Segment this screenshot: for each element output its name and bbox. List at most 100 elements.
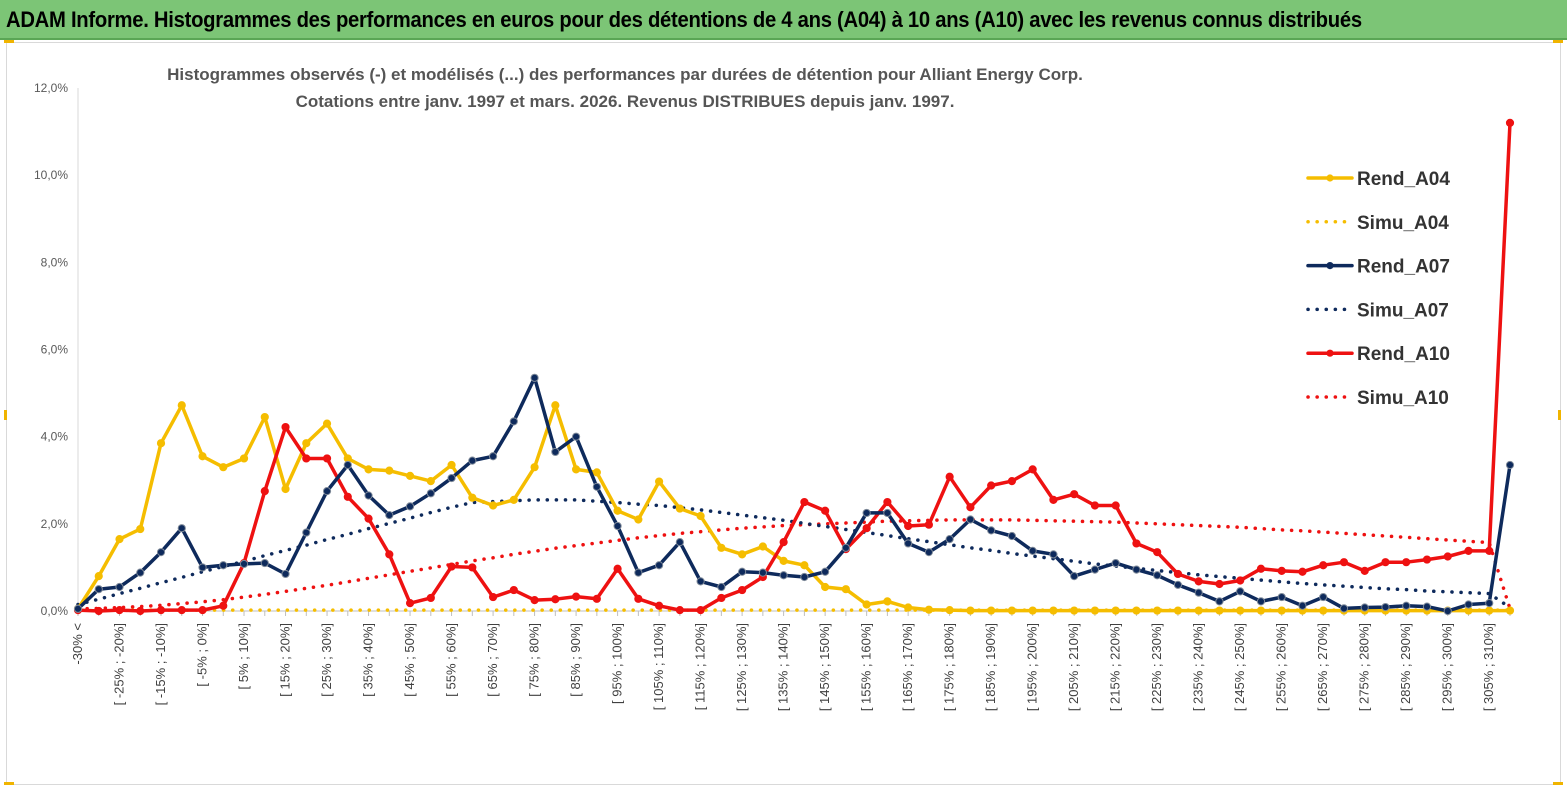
data-point	[1381, 558, 1390, 567]
data-point	[343, 460, 352, 470]
x-tick-label: [ 235% ; 240%]	[1191, 623, 1206, 711]
data-point	[1132, 539, 1141, 548]
data-point	[592, 468, 601, 477]
data-point	[1090, 565, 1100, 574]
x-tick-label: [ 205% ; 210%]	[1066, 623, 1081, 711]
data-point	[841, 585, 850, 594]
legend-item-simu-a10: Simu_A10	[1306, 388, 1449, 409]
data-point	[924, 520, 933, 529]
data-point	[447, 460, 456, 470]
x-tick-label: [ 75% ; 80%]	[527, 623, 542, 697]
data-point	[198, 452, 207, 461]
x-tick-label: [ 35% ; 40%]	[361, 623, 376, 697]
data-point	[655, 477, 664, 486]
title-background	[150, 60, 1100, 120]
x-tick-label: [ 215% ; 220%]	[1108, 623, 1123, 711]
legend-item-rend-a10: Rend_A10	[1306, 344, 1450, 365]
data-point	[1485, 606, 1494, 615]
data-point	[862, 600, 871, 609]
data-point	[530, 373, 539, 382]
data-point	[1049, 606, 1058, 615]
data-point	[281, 484, 290, 494]
series-simu-a07	[76, 498, 1512, 610]
data-point	[1153, 571, 1162, 580]
series-rend-a04	[73, 401, 1515, 615]
data-point	[426, 593, 435, 603]
y-tick-label: 2,0%	[41, 517, 69, 531]
data-point	[779, 571, 788, 580]
data-point	[302, 454, 311, 463]
data-point	[883, 508, 892, 518]
data-point	[1028, 546, 1037, 555]
data-point	[468, 493, 477, 502]
data-point	[696, 511, 705, 521]
data-point	[987, 606, 996, 615]
data-point	[738, 585, 747, 595]
data-point	[1422, 602, 1432, 611]
x-tick-label: [ -15% ; -10%]	[153, 623, 168, 705]
data-point	[302, 439, 311, 448]
data-point	[322, 454, 332, 463]
corner-marker-bottom-left	[4, 782, 14, 785]
data-point	[945, 534, 954, 544]
data-point	[488, 501, 498, 510]
data-point	[322, 487, 332, 496]
data-point	[198, 563, 207, 572]
data-point	[115, 606, 124, 615]
data-point	[405, 502, 415, 511]
data-point	[634, 515, 643, 524]
data-point	[966, 515, 975, 524]
data-point	[655, 601, 664, 610]
x-tick-label: [ -25% ; -20%]	[112, 623, 127, 705]
data-point	[758, 568, 767, 577]
data-point	[1485, 546, 1494, 555]
data-point	[1194, 588, 1203, 597]
data-point	[343, 492, 352, 501]
data-point	[1256, 606, 1266, 615]
x-tick-label: [ 5% ; 10%]	[236, 623, 251, 689]
data-point	[1173, 606, 1183, 615]
x-tick-label: [ 305% ; 310%]	[1481, 623, 1496, 711]
data-point	[779, 556, 788, 565]
data-point	[945, 472, 954, 481]
x-tick-label: [ 175% ; 180%]	[942, 623, 957, 711]
data-point	[1173, 580, 1183, 589]
data-point	[198, 606, 207, 615]
data-point	[1132, 565, 1141, 574]
legend-marker	[1326, 349, 1334, 357]
data-point	[551, 401, 560, 410]
data-point	[1090, 501, 1100, 510]
corner-marker-top-left	[4, 40, 14, 43]
data-point	[966, 606, 975, 615]
data-point	[136, 606, 145, 616]
x-tick-label: [ 45% ; 50%]	[402, 623, 417, 697]
data-point	[509, 495, 518, 504]
y-tick-label: 10,0%	[34, 168, 68, 182]
x-tick-label: [ 165% ; 170%]	[900, 623, 915, 711]
corner-marker-mid-left	[4, 410, 7, 420]
data-point	[1111, 558, 1120, 568]
data-point	[1298, 567, 1307, 576]
banner-title: ADAM Informe. Histogrammes des performan…	[6, 7, 1362, 32]
data-point	[800, 561, 809, 570]
x-tick-label: [ -5% ; 0%]	[195, 623, 210, 687]
data-point	[1360, 603, 1369, 612]
data-point	[551, 595, 560, 604]
data-point	[530, 463, 539, 472]
data-point	[219, 463, 228, 472]
series-line	[76, 121, 1512, 613]
data-point	[862, 524, 871, 533]
data-point	[987, 481, 996, 490]
data-point	[1049, 550, 1058, 559]
data-point	[1215, 606, 1224, 615]
data-point	[1381, 602, 1390, 612]
corner-marker-top-right	[1553, 40, 1563, 43]
data-point	[613, 521, 622, 531]
data-point	[322, 419, 332, 428]
x-tick-label: -30% <	[70, 623, 85, 665]
data-point	[1443, 606, 1452, 616]
data-point	[571, 592, 581, 601]
chart-legend: Rend_A04 Simu_A04 Rend_A07 Simu_A07 Rend_A10…	[1306, 169, 1450, 409]
data-point	[1277, 592, 1286, 602]
data-point	[738, 550, 747, 559]
